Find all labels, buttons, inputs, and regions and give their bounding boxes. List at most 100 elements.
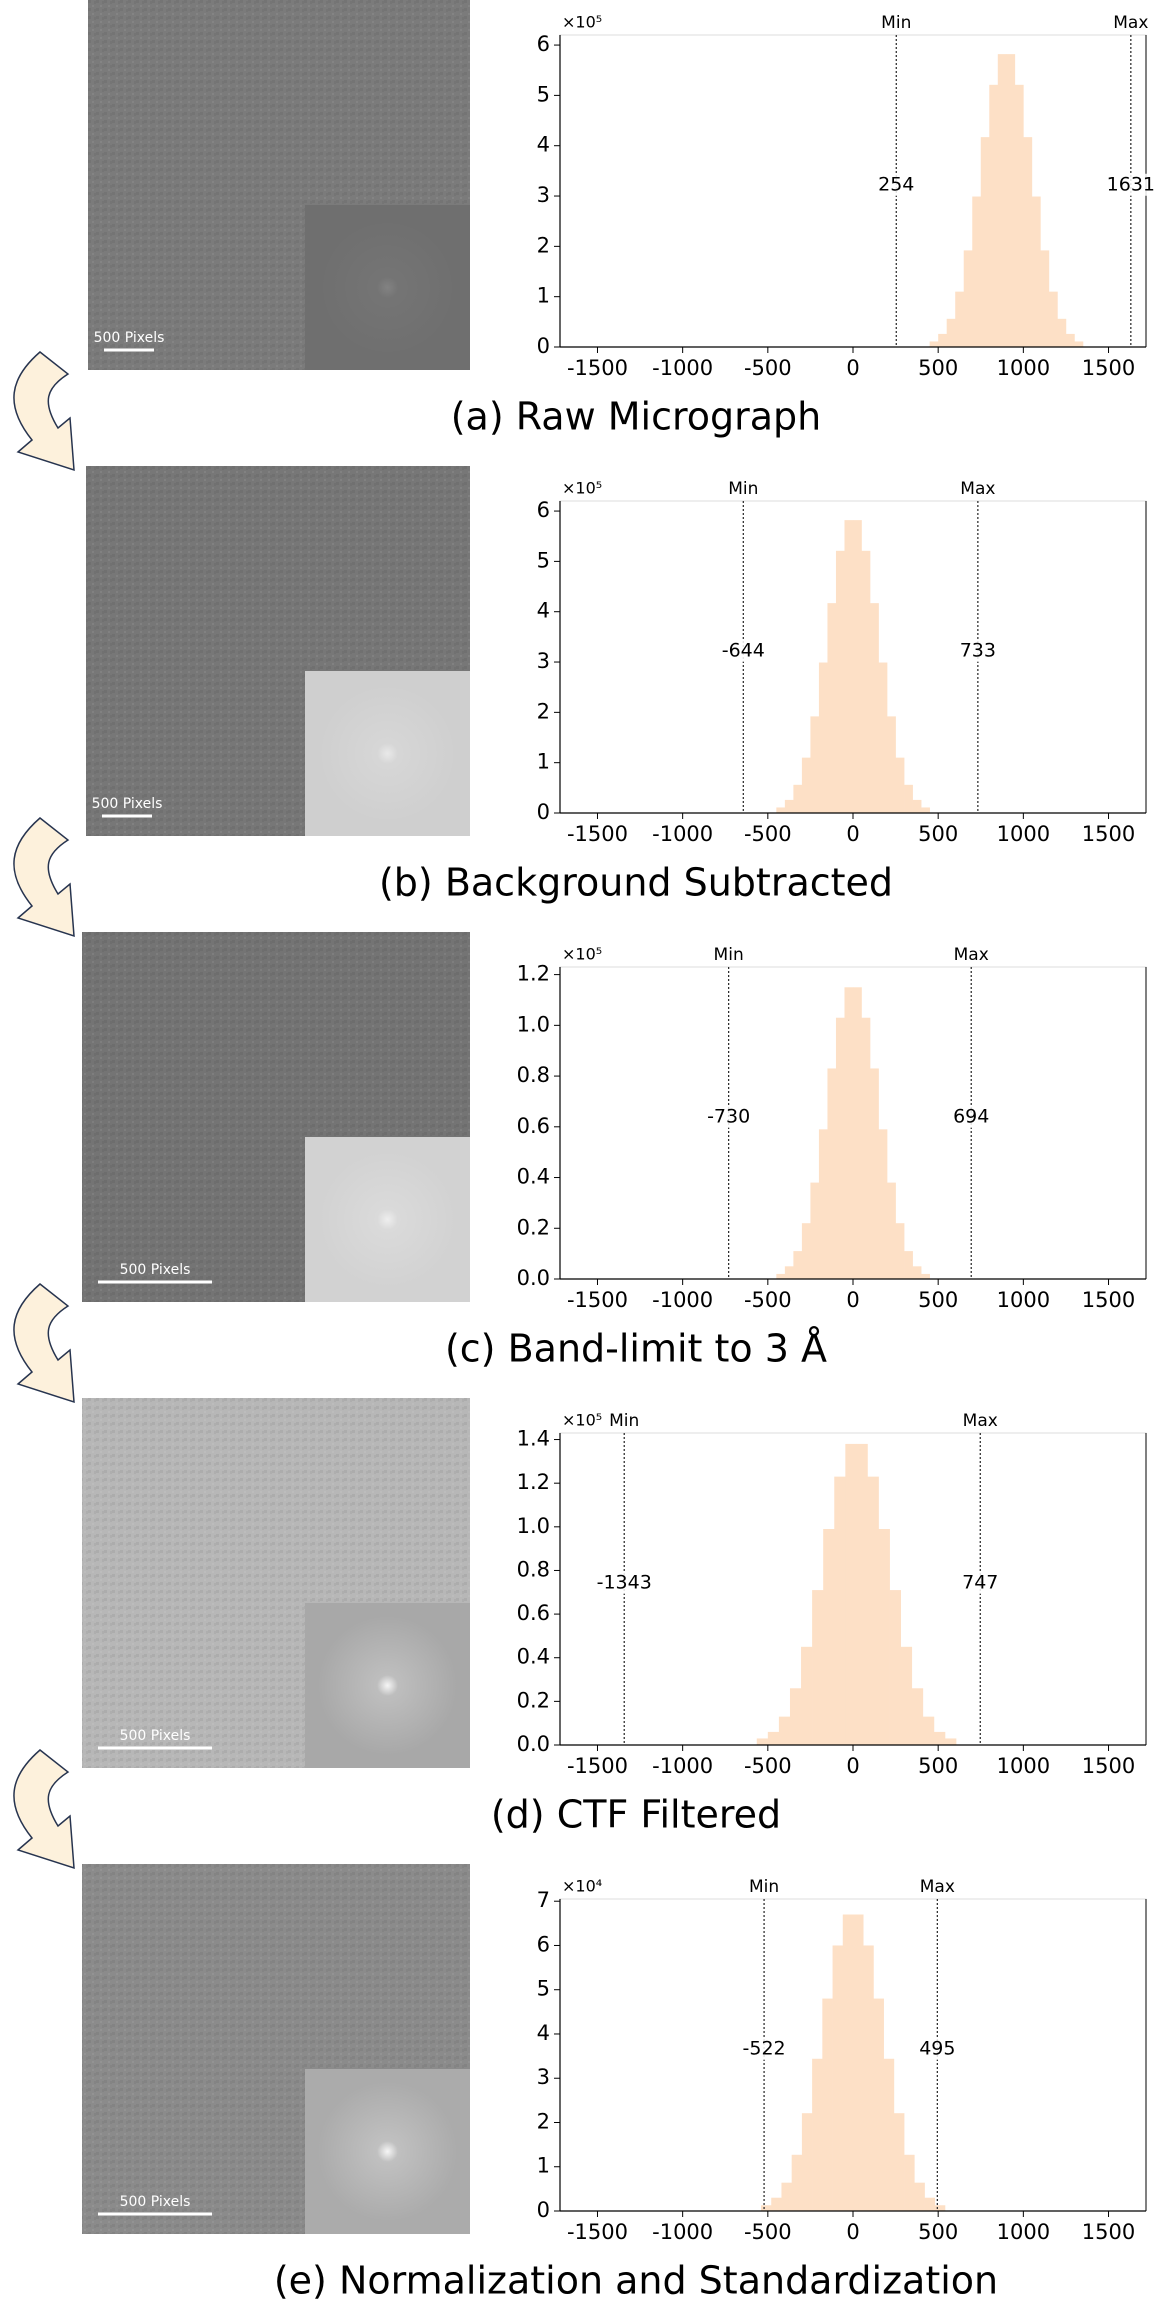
histogram-bar xyxy=(827,1068,837,1279)
limit-name: Max xyxy=(920,1877,955,1897)
histogram-bar xyxy=(856,1443,868,1745)
y-tick-label: 4 xyxy=(537,599,550,623)
histogram-bar xyxy=(784,799,794,813)
histogram-bar xyxy=(818,662,828,813)
x-tick-label: 1000 xyxy=(997,2220,1050,2244)
histogram-bar xyxy=(921,1273,930,1279)
histogram-bar xyxy=(853,520,862,813)
y-multiplier: ×10⁵ xyxy=(562,479,602,498)
histogram-bar xyxy=(1031,196,1041,347)
histogram-bar xyxy=(801,1223,811,1279)
limit-name: Min xyxy=(728,479,758,499)
limit-name: Min xyxy=(609,1411,639,1431)
histogram-bar xyxy=(867,1476,879,1745)
x-tick-label: 1500 xyxy=(1082,1288,1135,1312)
histogram-bar xyxy=(761,2205,772,2211)
x-tick-label: -1000 xyxy=(652,822,713,846)
histogram-bar xyxy=(801,757,811,813)
y-tick-label: 0.0 xyxy=(517,1266,550,1290)
caption: (c) Band-limit to 3 Å xyxy=(445,1327,827,1371)
histogram-bar xyxy=(878,1129,888,1279)
y-tick-label: 2 xyxy=(537,2109,550,2133)
y-tick-label: 1 xyxy=(537,750,550,774)
y-tick-label: 0.0 xyxy=(517,1732,550,1756)
histogram-bar xyxy=(793,1251,803,1279)
histogram-bar xyxy=(963,250,973,347)
histogram-bar xyxy=(1023,137,1033,347)
x-tick-label: 1500 xyxy=(1082,356,1135,380)
x-tick-label: -1000 xyxy=(652,1754,713,1778)
histogram-bar xyxy=(853,1914,864,2211)
histogram-bar xyxy=(889,1590,901,1745)
panel: 500 Pixels 0 1 2 3 4 5 6 -1500 -1000 -500 0 500 1000 1… xyxy=(13,466,1147,938)
histogram-bar xyxy=(1014,84,1024,348)
y-tick-label: 0 xyxy=(537,334,550,358)
limit-value-bg xyxy=(738,2037,791,2060)
limit-name: Max xyxy=(954,945,989,965)
x-tick-label: 1500 xyxy=(1082,1754,1135,1778)
histogram-bar xyxy=(883,2058,895,2211)
histogram-bar xyxy=(944,1738,957,1745)
histogram-bar xyxy=(827,603,837,813)
histogram-bar xyxy=(861,1017,871,1279)
flow-arrow xyxy=(13,1749,75,1870)
limit-value-bg xyxy=(954,1571,1007,1594)
x-tick-label: -1500 xyxy=(567,2220,628,2244)
caption: (b) Background Subtracted xyxy=(379,861,893,905)
histogram-bar xyxy=(911,1688,924,1745)
limit-value: -522 xyxy=(743,2037,786,2059)
histogram-bar xyxy=(845,1443,857,1745)
histogram-bar xyxy=(938,333,947,347)
histogram-bar xyxy=(784,1266,794,1279)
x-tick-label: -1500 xyxy=(567,1288,628,1312)
histogram-bar xyxy=(929,341,939,347)
histogram-bar xyxy=(904,1251,913,1279)
caption: (e) Normalization and Standardization xyxy=(274,2259,998,2300)
panel: 500 Pixels 0.0 0.2 0.4 0.6 0.8 1.0 1.2 -1500 -100… xyxy=(13,932,1147,1404)
flow-arrow xyxy=(13,351,75,472)
histogram-bar xyxy=(924,2197,936,2211)
histogram-bar xyxy=(1065,333,1075,347)
scale-bar-label: 500 Pixels xyxy=(120,2194,191,2210)
x-tick-label: -1000 xyxy=(652,356,713,380)
histogram-bar xyxy=(810,716,820,813)
scale-bar-label: 500 Pixels xyxy=(120,1728,191,1744)
y-tick-label: 1.2 xyxy=(517,1470,550,1494)
y-tick-label: 0.8 xyxy=(517,1063,550,1087)
fft-center xyxy=(317,683,458,824)
histogram-bar xyxy=(912,799,922,813)
y-tick-label: 5 xyxy=(537,82,550,106)
limit-value-bg xyxy=(717,639,770,662)
x-tick-label: 0 xyxy=(846,1288,859,1312)
histogram-bar xyxy=(921,807,930,813)
limit-value: 747 xyxy=(962,1571,998,1593)
histogram-bar xyxy=(844,520,854,813)
x-tick-label: -500 xyxy=(744,1754,792,1778)
limit-value-bg xyxy=(598,1571,651,1594)
histogram-bar xyxy=(776,1273,786,1279)
y-tick-label: 0.4 xyxy=(517,1165,550,1189)
histogram-bar xyxy=(853,987,862,1279)
histogram-bar xyxy=(812,1590,824,1745)
flow-arrow xyxy=(13,817,75,938)
histogram-bar xyxy=(835,1017,845,1279)
caption: (a) Raw Micrograph xyxy=(451,395,822,439)
limit-name: Max xyxy=(1113,13,1148,33)
y-tick-label: 6 xyxy=(537,32,550,56)
histogram-bar xyxy=(997,54,1007,347)
x-tick-label: 500 xyxy=(918,1754,958,1778)
x-tick-label: 0 xyxy=(846,2220,859,2244)
histogram-bar xyxy=(1057,318,1067,347)
x-tick-label: 1500 xyxy=(1082,2220,1135,2244)
y-tick-label: 2 xyxy=(537,699,550,723)
y-tick-label: 5 xyxy=(537,548,550,572)
x-tick-label: -1500 xyxy=(567,822,628,846)
histogram-bar xyxy=(946,318,956,347)
y-tick-label: 1 xyxy=(537,284,550,308)
x-tick-label: 500 xyxy=(918,1288,958,1312)
limit-value: -644 xyxy=(722,639,765,661)
histogram-bar xyxy=(980,137,990,347)
limit-value-bg xyxy=(911,2037,964,2060)
limit-name: Max xyxy=(960,479,995,499)
